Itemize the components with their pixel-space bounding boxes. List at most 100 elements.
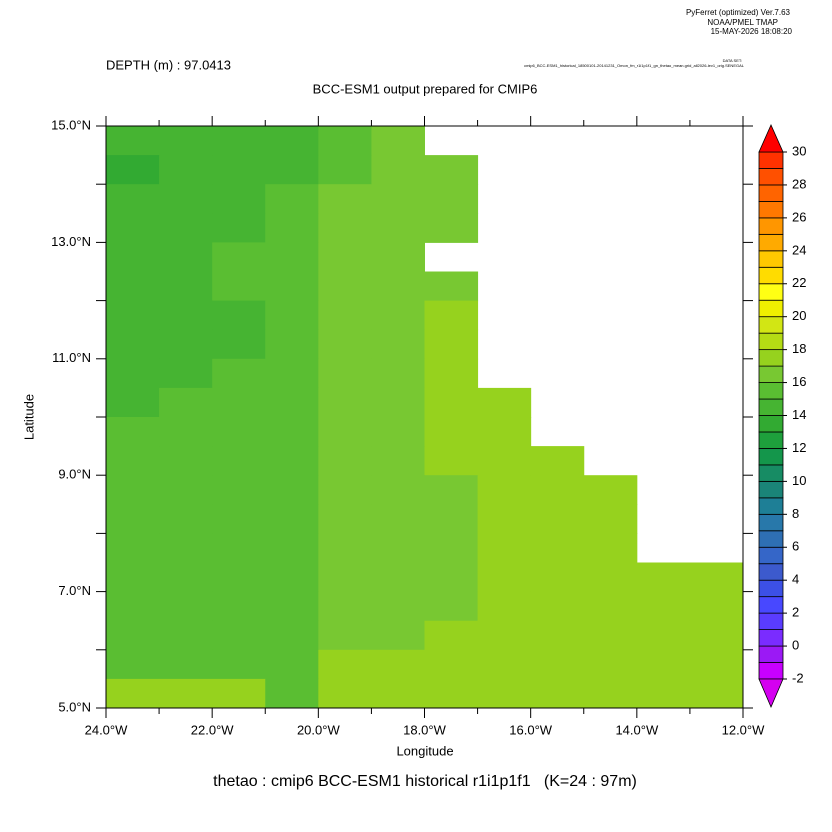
x-tick-label: 16.0°W — [509, 722, 553, 737]
cell — [265, 242, 319, 272]
cell — [318, 504, 372, 534]
cell — [530, 446, 585, 476]
colorbar-tick-label: 20 — [792, 308, 806, 323]
colorbar-bin — [758, 448, 784, 466]
cell — [583, 504, 638, 534]
cell — [424, 387, 479, 418]
colorbar-tick-label: 2 — [792, 605, 799, 620]
cell — [265, 446, 319, 476]
colorbar-bin — [758, 266, 784, 285]
colorbar-bin — [758, 629, 784, 647]
cell — [424, 620, 479, 651]
cell — [477, 446, 532, 476]
cell — [159, 300, 213, 331]
cell — [318, 475, 372, 505]
cell — [477, 417, 532, 447]
cell — [424, 271, 479, 302]
cell — [212, 649, 266, 680]
cell — [530, 678, 585, 709]
cell — [424, 417, 479, 447]
cell — [424, 155, 479, 185]
cell — [477, 475, 532, 505]
colorbar-bin — [758, 464, 784, 482]
cell — [106, 562, 160, 593]
cell — [318, 242, 372, 272]
cell — [318, 126, 372, 156]
cell — [371, 387, 425, 418]
colorbar-bin — [758, 579, 784, 598]
colorbar-bin — [758, 316, 784, 334]
cell — [265, 126, 319, 156]
cell — [530, 475, 585, 505]
cell — [530, 591, 585, 622]
colorbar-tick-label: 10 — [792, 473, 806, 488]
colorbar-bin — [758, 513, 784, 532]
cell — [477, 562, 532, 593]
colorbar-tick-label: 0 — [792, 638, 799, 653]
cell — [371, 504, 425, 534]
cell — [371, 300, 425, 331]
cell — [265, 329, 319, 360]
x-tick-label: 20.0°W — [297, 722, 341, 737]
colorbar-bin — [758, 151, 784, 169]
footer: thetao : cmip6 BCC-ESM1 historical r1i1p… — [213, 773, 637, 790]
cell — [371, 242, 425, 272]
cell — [212, 300, 266, 331]
cell — [159, 358, 213, 389]
cell — [636, 620, 691, 651]
cell — [212, 562, 266, 593]
cell — [477, 591, 532, 622]
cell — [583, 562, 638, 593]
cell — [318, 620, 372, 651]
cell — [371, 620, 425, 651]
cell — [159, 126, 213, 156]
colorbar-bin — [758, 201, 784, 219]
cell — [106, 446, 160, 476]
cell — [212, 387, 266, 418]
cell — [159, 387, 213, 418]
x-tick-label: 24.0°W — [85, 722, 129, 737]
colorbar-tick-label: 18 — [792, 341, 806, 356]
cell — [318, 358, 372, 389]
cell — [371, 562, 425, 593]
cell — [212, 155, 266, 185]
cell — [212, 126, 266, 156]
x-tick-label: 18.0°W — [403, 722, 447, 737]
cell — [477, 533, 532, 563]
cell — [212, 533, 266, 563]
cell — [424, 475, 479, 505]
cell — [212, 417, 266, 447]
colorbar-over — [758, 124, 784, 153]
cell — [371, 678, 425, 709]
cell — [106, 155, 160, 185]
cell — [159, 533, 213, 563]
cell — [106, 300, 160, 331]
colorbar-tick-label: 24 — [792, 242, 806, 257]
y-tick-label: 13.0°N — [51, 234, 91, 249]
cell — [212, 446, 266, 476]
cell — [106, 184, 160, 214]
cell — [583, 620, 638, 651]
colorbar-tick-label: 28 — [792, 176, 806, 191]
cell — [106, 591, 160, 622]
colorbar-bin — [758, 398, 784, 416]
y-tick-label: 7.0°N — [58, 583, 91, 598]
cell — [689, 678, 744, 709]
cell — [636, 678, 691, 709]
colorbar-bin — [758, 365, 784, 383]
cell — [371, 155, 425, 185]
depth-label: DEPTH (m) : 97.0413 — [106, 57, 231, 72]
dataset-label: DATA SET: — [723, 58, 742, 63]
cell — [159, 591, 213, 622]
cell — [106, 329, 160, 360]
y-axis-label: Latitude — [21, 394, 36, 440]
cell — [371, 271, 425, 302]
cell — [371, 446, 425, 476]
cell — [212, 242, 266, 272]
cell — [318, 155, 372, 185]
cell — [318, 184, 372, 214]
colorbar-bin — [758, 233, 784, 252]
colorbar-bin — [758, 217, 784, 235]
cell — [159, 271, 213, 302]
